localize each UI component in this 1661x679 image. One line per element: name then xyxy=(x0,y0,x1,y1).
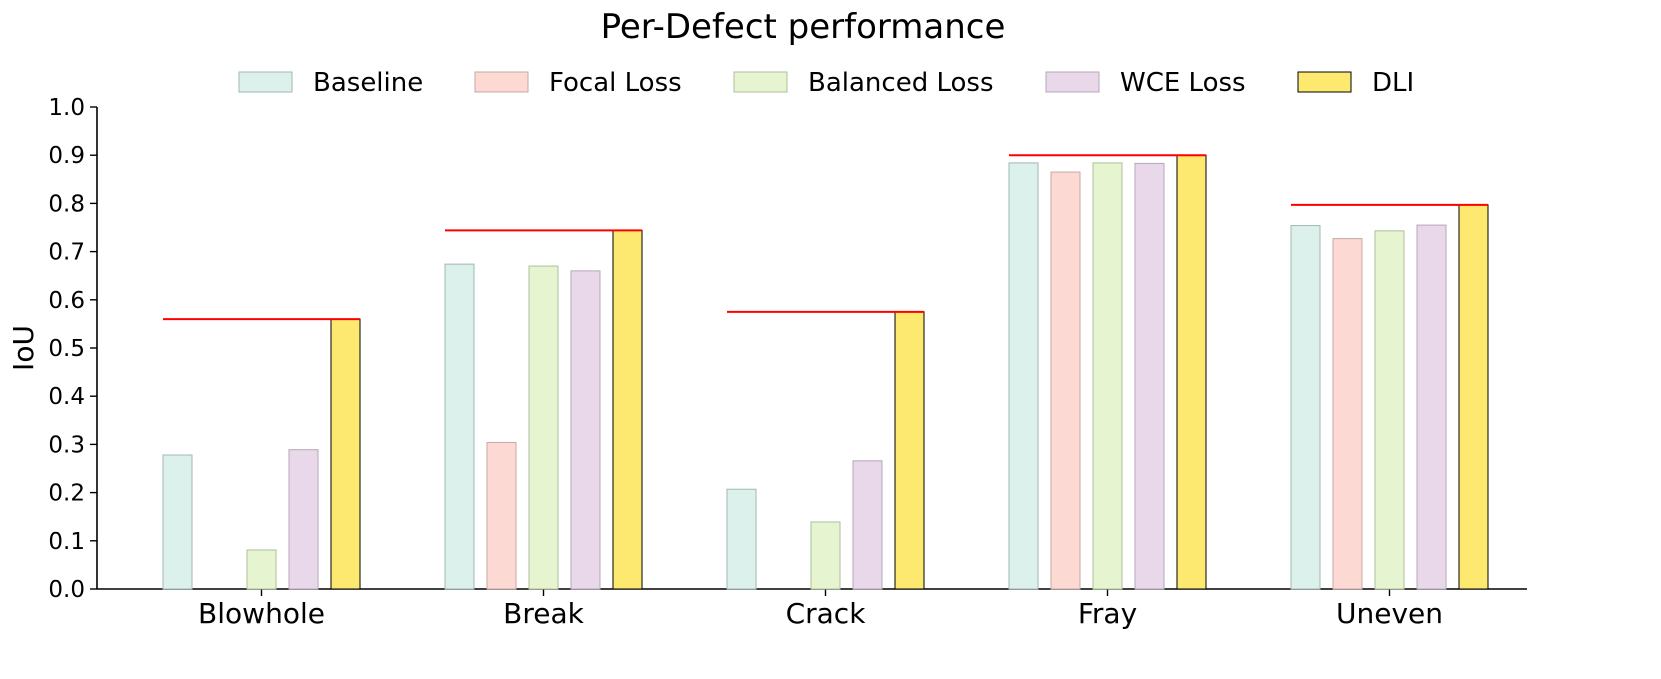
legend-item-wce-loss: WCE Loss xyxy=(1045,68,1246,98)
bar-wce-loss-crack xyxy=(852,460,883,590)
bar-wce-loss-uneven xyxy=(1416,224,1447,590)
bar-balanced-loss-fray xyxy=(1092,162,1123,590)
bar-focal-loss-uneven xyxy=(1332,238,1363,590)
y-tick-label: 0.4 xyxy=(48,384,85,410)
legend-label: Baseline xyxy=(313,68,423,98)
bar-baseline-break xyxy=(444,263,475,590)
bar-focal-loss-break xyxy=(486,441,517,590)
x-tick-label: Blowhole xyxy=(198,597,325,630)
legend-item-balanced-loss: Balanced Loss xyxy=(733,68,994,98)
y-tick-label: 0.8 xyxy=(48,191,85,217)
bar-balanced-loss-uneven xyxy=(1374,230,1405,590)
legend-label: Balanced Loss xyxy=(808,68,994,98)
bar-focal-loss-fray xyxy=(1050,171,1081,590)
bar-balanced-loss-blowhole xyxy=(246,549,277,590)
chart-title: Per-Defect performance xyxy=(601,7,1006,47)
y-tick-label: 0.0 xyxy=(48,577,85,603)
y-tick-label: 0.5 xyxy=(48,336,85,362)
x-tick-label: Crack xyxy=(786,597,867,630)
x-tick-label: Break xyxy=(503,597,584,630)
legend-label: WCE Loss xyxy=(1120,68,1246,98)
y-tick-label: 0.3 xyxy=(48,432,85,458)
bar-balanced-loss-crack xyxy=(810,521,841,590)
y-axis-label: IoU xyxy=(7,325,40,371)
bar-baseline-crack xyxy=(726,488,757,590)
legend-swatch xyxy=(1045,71,1100,93)
legend-label: DLI xyxy=(1372,68,1414,98)
y-tick-label: 0.9 xyxy=(48,143,85,169)
legend-swatch xyxy=(733,71,788,93)
legend-swatch xyxy=(474,71,529,93)
legend: Baseline Focal Loss Balanced Loss WCE Loss D… xyxy=(238,68,1414,98)
bar-dli-crack xyxy=(894,311,925,590)
bar-baseline-uneven xyxy=(1290,225,1321,590)
bar-baseline-blowhole xyxy=(162,454,193,590)
y-tick-label: 0.2 xyxy=(48,481,85,507)
legend-swatch xyxy=(1297,71,1352,93)
bar-dli-uneven xyxy=(1458,204,1489,590)
bar-balanced-loss-break xyxy=(528,265,559,590)
bar-baseline-fray xyxy=(1008,162,1039,590)
y-tick-label: 0.6 xyxy=(48,288,85,314)
legend-item-baseline: Baseline xyxy=(238,68,423,98)
legend-label: Focal Loss xyxy=(549,68,682,98)
x-tick-label: Uneven xyxy=(1336,597,1443,630)
y-tick-label: 1.0 xyxy=(48,95,85,121)
x-axis: Blowhole Break Crack Fray Uneven xyxy=(97,588,1527,630)
bar-wce-loss-blowhole xyxy=(288,449,319,590)
reference-lines xyxy=(163,154,1488,321)
bars xyxy=(162,154,1489,590)
y-axis: 0.0 0.1 0.2 0.3 0.4 0.5 0.6 0.7 0.8 0.9 1.0 xyxy=(48,95,98,603)
y-tick-label: 0.1 xyxy=(48,529,85,555)
legend-item-dli: DLI xyxy=(1297,68,1414,98)
x-tick-label: Fray xyxy=(1078,597,1137,630)
legend-swatch xyxy=(238,71,293,93)
legend-item-focal-loss: Focal Loss xyxy=(474,68,682,98)
bar-dli-blowhole xyxy=(330,318,361,590)
bar-wce-loss-fray xyxy=(1134,162,1165,590)
y-tick-label: 0.7 xyxy=(48,240,85,266)
bar-dli-break xyxy=(612,229,643,590)
bar-dli-fray xyxy=(1176,154,1207,590)
bar-wce-loss-break xyxy=(570,270,601,590)
